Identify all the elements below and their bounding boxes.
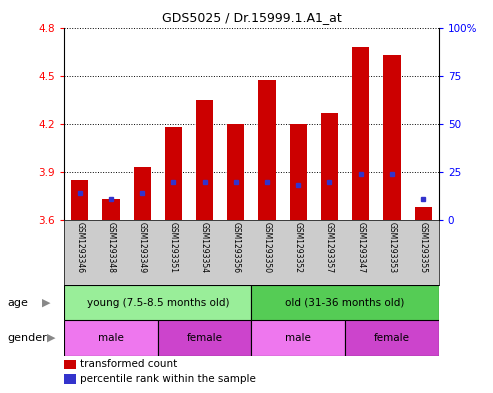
Text: GSM1293349: GSM1293349 xyxy=(138,222,146,273)
Text: ▶: ▶ xyxy=(47,333,55,343)
Text: GSM1293351: GSM1293351 xyxy=(169,222,178,273)
Text: GSM1293350: GSM1293350 xyxy=(263,222,272,273)
Bar xyxy=(384,55,400,220)
Bar xyxy=(196,100,213,220)
Bar xyxy=(165,127,182,220)
Bar xyxy=(64,285,251,320)
Bar xyxy=(251,320,345,356)
Text: ▶: ▶ xyxy=(42,298,50,308)
Bar xyxy=(251,285,439,320)
Text: GSM1293357: GSM1293357 xyxy=(325,222,334,273)
Text: GSM1293354: GSM1293354 xyxy=(200,222,209,273)
Text: gender: gender xyxy=(7,333,47,343)
Bar xyxy=(290,124,307,220)
Text: GSM1293346: GSM1293346 xyxy=(75,222,84,273)
Bar xyxy=(352,47,369,220)
Text: percentile rank within the sample: percentile rank within the sample xyxy=(80,374,256,384)
Text: male: male xyxy=(98,333,124,343)
Text: transformed count: transformed count xyxy=(80,359,177,369)
Text: age: age xyxy=(7,298,28,308)
Text: GSM1293347: GSM1293347 xyxy=(356,222,365,273)
Bar xyxy=(103,199,119,220)
Text: young (7.5-8.5 months old): young (7.5-8.5 months old) xyxy=(86,298,229,308)
Bar xyxy=(158,320,251,356)
Text: male: male xyxy=(285,333,311,343)
Bar xyxy=(134,167,151,220)
Text: GSM1293352: GSM1293352 xyxy=(294,222,303,273)
Bar xyxy=(345,320,439,356)
Text: GSM1293353: GSM1293353 xyxy=(387,222,396,273)
Bar xyxy=(71,180,88,220)
Title: GDS5025 / Dr.15999.1.A1_at: GDS5025 / Dr.15999.1.A1_at xyxy=(162,11,341,24)
Text: female: female xyxy=(186,333,223,343)
Text: GSM1293355: GSM1293355 xyxy=(419,222,427,273)
Text: old (31-36 months old): old (31-36 months old) xyxy=(285,298,405,308)
Bar xyxy=(64,320,158,356)
Text: GSM1293348: GSM1293348 xyxy=(106,222,115,273)
Bar xyxy=(415,207,432,220)
Bar xyxy=(258,81,276,220)
Text: female: female xyxy=(374,333,410,343)
Text: GSM1293356: GSM1293356 xyxy=(231,222,240,273)
Bar xyxy=(227,124,245,220)
Bar xyxy=(321,112,338,220)
